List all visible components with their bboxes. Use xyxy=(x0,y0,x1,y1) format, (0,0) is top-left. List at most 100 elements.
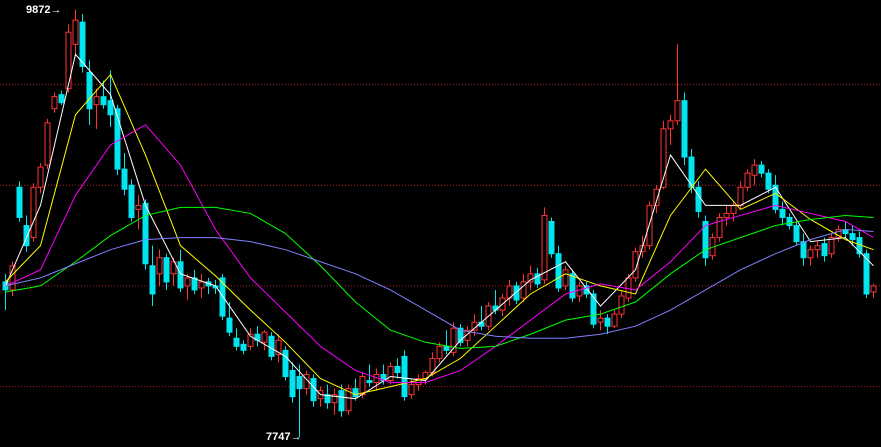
candle-body xyxy=(772,184,779,210)
candle-body xyxy=(163,257,170,283)
candle-body xyxy=(555,253,562,289)
candle-body xyxy=(359,376,366,396)
candle-body xyxy=(793,225,800,243)
candle-body xyxy=(849,233,856,241)
candle-body xyxy=(513,285,520,301)
candle-body xyxy=(758,164,765,174)
candle-body xyxy=(352,388,359,398)
candle-body xyxy=(457,327,464,343)
candle-body xyxy=(16,186,23,218)
candle-body xyxy=(93,96,100,106)
candle-body xyxy=(807,249,814,259)
candle-body xyxy=(107,100,114,116)
moving-average-line xyxy=(5,229,874,339)
candle-body xyxy=(604,317,611,327)
candle-body xyxy=(247,333,254,347)
candle-body xyxy=(534,273,541,285)
candle-body xyxy=(338,390,345,412)
candle-body xyxy=(814,245,821,251)
candle-body xyxy=(149,265,156,295)
candle-body xyxy=(702,220,709,259)
candle-body xyxy=(737,186,744,206)
candle-body xyxy=(394,365,401,374)
candle-body xyxy=(590,293,597,325)
moving-average-line xyxy=(5,73,874,396)
candle-body xyxy=(870,285,877,293)
candle-body xyxy=(863,253,870,295)
candle-body xyxy=(282,349,289,378)
candle-body xyxy=(667,120,674,130)
candle-body xyxy=(436,345,443,359)
moving-average-line xyxy=(5,206,874,349)
candle-body xyxy=(779,208,786,218)
candle-body xyxy=(275,339,282,355)
candle-body xyxy=(464,329,471,341)
candle-body xyxy=(618,295,625,315)
candle-body xyxy=(751,164,758,176)
candle-body xyxy=(191,277,198,291)
candle-body xyxy=(765,172,772,190)
candle-body xyxy=(37,166,44,188)
candle-body xyxy=(240,343,247,351)
candle-body xyxy=(786,216,793,227)
candle-body xyxy=(583,285,590,295)
candle-body xyxy=(44,122,51,166)
candle-body xyxy=(296,376,303,390)
candle-body xyxy=(156,257,163,275)
candle-body xyxy=(541,214,548,281)
candle-body xyxy=(730,204,737,214)
low-annotation: 7747→ xyxy=(266,431,301,443)
candle-body xyxy=(597,317,604,323)
candle-body xyxy=(674,100,681,122)
candle-body xyxy=(128,184,135,218)
candle-body xyxy=(72,19,79,45)
candle-body xyxy=(289,369,296,398)
candle-body xyxy=(366,380,373,384)
candle-body xyxy=(51,96,58,110)
candle-body xyxy=(569,273,576,299)
candle-body xyxy=(58,94,65,104)
candle-body xyxy=(30,186,37,239)
candle-body xyxy=(800,241,807,259)
high-annotation: 9872→ xyxy=(26,4,61,16)
candle-body xyxy=(219,277,226,317)
candle-body xyxy=(660,128,667,188)
candle-body xyxy=(548,220,555,255)
candle-body xyxy=(695,186,702,212)
candle-body xyxy=(744,172,751,188)
candle-body xyxy=(387,365,394,382)
moving-average-line xyxy=(5,124,874,384)
candle-body xyxy=(408,384,415,396)
candle-body xyxy=(527,273,534,283)
candle-body xyxy=(226,317,233,333)
candle-body xyxy=(450,327,457,353)
candle-body xyxy=(198,281,205,289)
candle-body xyxy=(324,394,331,404)
candle-body xyxy=(401,355,408,398)
candle-body xyxy=(86,71,93,110)
candle-body xyxy=(415,378,422,386)
candle-body xyxy=(184,277,191,287)
candle-body xyxy=(681,100,688,158)
candle-body xyxy=(268,335,275,357)
candle-body xyxy=(170,261,177,275)
candle-body xyxy=(611,313,618,327)
candle-body xyxy=(723,212,730,218)
moving-average-line xyxy=(5,53,874,400)
candle-body xyxy=(562,269,569,287)
candle-body xyxy=(828,237,835,255)
candle-body xyxy=(23,225,30,247)
candle-body xyxy=(716,216,723,239)
candle-body xyxy=(100,96,107,106)
candle-body xyxy=(142,202,149,265)
candle-body xyxy=(821,243,828,257)
candle-body xyxy=(345,388,352,412)
candle-body xyxy=(632,251,639,279)
candle-body xyxy=(443,345,450,351)
candle-body xyxy=(261,331,268,343)
candle-body xyxy=(79,21,86,67)
candle-body xyxy=(233,337,240,347)
candle-body xyxy=(135,204,142,210)
candle-body xyxy=(121,168,128,190)
